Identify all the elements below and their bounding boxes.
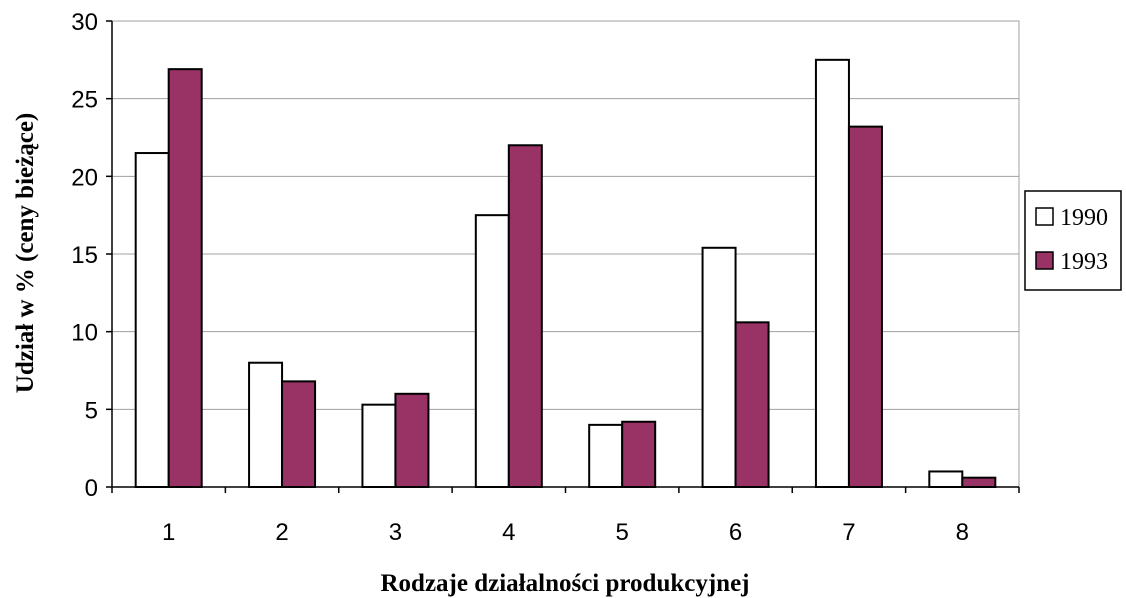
- y-tick-labels: 0 5 10 15 20 25 30: [71, 9, 98, 502]
- x-tick-label: 6: [729, 519, 742, 546]
- bar-1990-7: [814, 58, 850, 488]
- x-tick-label: 1: [162, 519, 175, 546]
- x-tick-label: 4: [502, 519, 515, 546]
- bar-1993-5: [621, 420, 657, 489]
- gridlines: [111, 20, 1020, 488]
- bar-1993-4: [507, 144, 543, 488]
- y-tick-label: 25: [71, 87, 98, 114]
- bar-1993-7: [847, 125, 883, 488]
- bar-1993-1: [167, 68, 203, 489]
- y-tick-label: 20: [71, 164, 98, 191]
- x-tick-label: 7: [842, 519, 855, 546]
- x-tick-label: 8: [956, 519, 969, 546]
- x-tick-label: 2: [275, 519, 288, 546]
- bar-1990-2: [248, 361, 284, 489]
- bar-1990-6: [701, 246, 737, 488]
- legend-swatch-1990: [1035, 207, 1054, 226]
- bar-1993-2: [281, 380, 317, 488]
- bars: [134, 58, 997, 489]
- axes: [106, 20, 1020, 493]
- y-tick-label: 30: [71, 9, 98, 36]
- bar-1990-3: [361, 403, 397, 489]
- x-tick-label: 5: [616, 519, 629, 546]
- y-axis-title: Udział w % (ceny bieżące): [12, 113, 39, 393]
- y-tick-label: 5: [85, 397, 98, 424]
- legend-swatch-1993: [1035, 251, 1054, 270]
- x-tick-labels: 1 2 3 4 5 6 7 8: [162, 519, 969, 546]
- bar-1993-6: [734, 321, 770, 489]
- bar-1990-5: [588, 423, 624, 489]
- y-tick-label: 10: [71, 320, 98, 347]
- bar-1993-3: [394, 392, 430, 488]
- x-tick-label: 3: [389, 519, 402, 546]
- bar-1990-8: [928, 470, 964, 489]
- bar-1990-4: [474, 214, 510, 489]
- x-axis-title: Rodzaje działalności produkcyjnej: [381, 570, 750, 597]
- y-tick-label: 0: [85, 475, 98, 502]
- bar-1990-1: [134, 152, 170, 489]
- legend: 1990 1993: [1024, 190, 1122, 291]
- bar-1993-8: [961, 476, 997, 488]
- legend-label-1993: 1993: [1060, 249, 1108, 275]
- y-tick-label: 15: [71, 242, 98, 269]
- legend-label-1990: 1990: [1060, 205, 1108, 231]
